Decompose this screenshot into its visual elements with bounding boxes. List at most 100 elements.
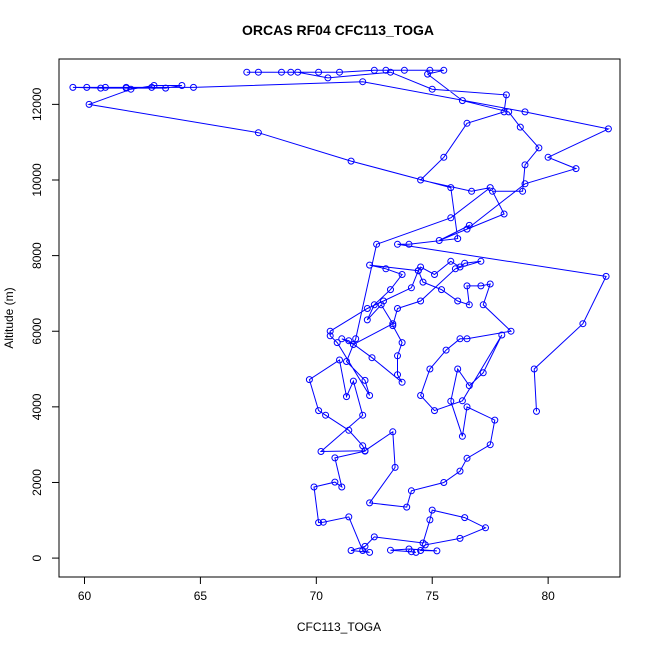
data-point-28 [322,411,330,419]
series-layer [69,66,612,556]
data-point-77 [451,265,459,273]
data-point-144 [521,180,529,188]
data-point-121 [278,68,285,76]
y-tick-label-6: 12000 [30,87,44,121]
data-point-170 [579,320,587,328]
data-point-139 [489,187,496,195]
data-point-38 [391,463,399,471]
data-point-46 [491,416,499,424]
data-point-155 [69,83,77,91]
data-point-35 [317,448,325,455]
data-point-146 [544,153,552,161]
data-point-16 [366,548,374,556]
data-point-82 [394,352,401,360]
data-point-32 [343,393,350,401]
data-point-159 [178,82,186,89]
data-point-52 [479,369,487,377]
data-point-5 [417,547,425,554]
data-point-39 [366,499,374,507]
data-point-54 [458,397,466,405]
data-point-148 [521,108,529,116]
data-point-64 [477,282,485,290]
series-line-0 [72,69,610,553]
x-tick-label-0: 60 [78,589,92,603]
data-point-91 [363,316,371,324]
data-point-7 [456,534,464,542]
data-point-88 [349,341,357,348]
data-point-166 [454,235,462,243]
plot-frame [58,58,621,578]
data-point-125 [315,68,323,76]
y-axis-title: Altitude (m) [2,287,16,348]
data-point-104 [366,392,374,399]
data-point-78 [417,297,425,305]
data-point-108 [373,240,381,248]
x-axis-title: CFC113_TOGA [297,620,381,634]
data-point-136 [535,144,543,152]
data-point-17 [359,547,367,554]
data-point-65 [463,282,471,290]
data-point-40 [403,503,411,511]
y-tick-label-0: 0 [30,554,44,561]
data-point-131 [440,66,448,74]
data-point-114 [463,119,471,127]
data-point-53 [498,331,506,339]
data-point-84 [398,378,406,386]
data-point-128 [382,66,390,74]
y-tick-label-1: 2000 [30,469,44,496]
data-point-153 [101,83,109,91]
data-point-57 [426,365,434,373]
data-point-116 [502,91,510,99]
chart-title: ORCAS RF04 CFC113_TOGA [242,22,434,38]
data-point-79 [394,305,401,312]
data-point-135 [516,123,524,131]
data-point-71 [417,263,425,271]
data-point-158 [162,84,170,92]
x-tick-label-2: 70 [310,589,324,603]
data-point-94 [398,271,406,278]
data-point-161 [127,85,135,93]
data-point-23 [338,483,346,491]
data-point-105 [361,376,369,384]
data-point-2 [387,546,394,554]
data-point-42 [440,479,448,486]
data-point-10 [428,506,436,514]
data-point-50 [454,365,462,373]
data-point-75 [461,259,469,267]
data-point-102 [326,332,334,340]
data-point-100 [363,305,371,312]
data-point-167 [405,240,413,248]
data-point-86 [345,337,353,345]
data-point-66 [465,301,473,309]
data-point-119 [324,74,332,82]
data-point-160 [150,82,158,89]
data-point-14 [361,542,369,550]
data-point-59 [456,335,464,343]
data-point-36 [361,447,369,455]
data-point-120 [294,68,302,76]
data-point-172 [533,407,540,415]
data-point-68 [438,286,445,294]
data-point-76 [477,257,485,265]
data-point-129 [400,66,408,74]
data-point-117 [428,85,436,93]
data-point-147 [604,125,612,133]
data-point-73 [447,257,455,265]
data-point-56 [417,392,425,399]
data-point-97 [414,267,422,275]
x-tick-label-4: 80 [541,589,555,603]
data-point-3 [405,545,413,553]
data-point-99 [380,297,387,305]
data-point-9 [461,514,469,522]
data-point-169 [602,272,610,280]
data-point-122 [254,68,262,76]
data-point-74 [456,263,464,271]
data-point-69 [419,278,427,286]
data-point-145 [572,165,580,173]
data-point-126 [336,68,343,76]
data-point-90 [377,301,385,309]
data-point-137 [521,161,529,169]
data-point-80 [389,322,397,330]
data-point-58 [442,346,450,354]
